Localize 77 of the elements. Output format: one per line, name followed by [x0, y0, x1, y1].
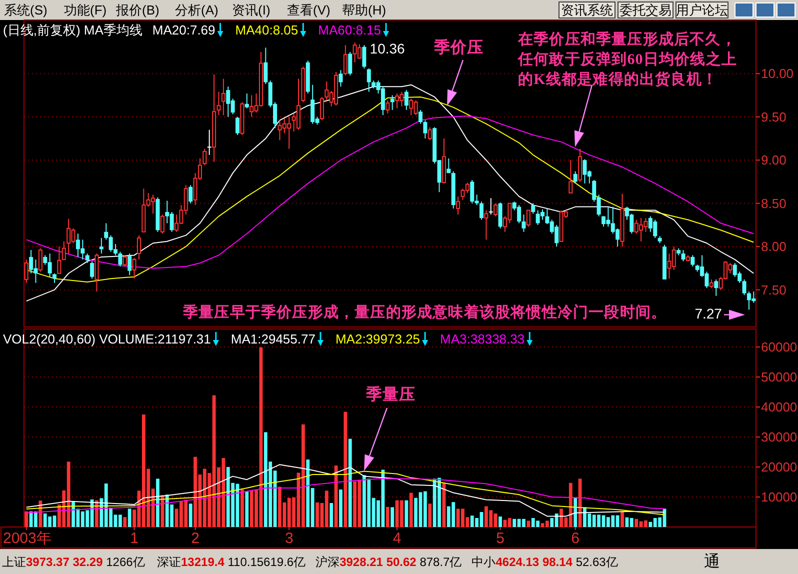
- text: 报价(B): [115, 2, 160, 18]
- bar: [545, 520, 549, 527]
- y-tick-label: 9.50: [761, 109, 786, 124]
- bar: [24, 511, 28, 527]
- bar: [634, 518, 638, 527]
- text: 分析(A): [175, 2, 218, 18]
- bar: [156, 478, 160, 527]
- y-tick-label: 40000: [761, 400, 798, 414]
- x-tick-label: 4: [392, 530, 402, 547]
- text: 沪深3928.21 50.62 878.7亿: [316, 555, 462, 569]
- legend: MA20:7.69 MA40:8.05 MA60:8.15: [152, 22, 390, 38]
- bar: [390, 507, 394, 527]
- text: 系统(S): [4, 2, 48, 18]
- text: 资讯(I): [232, 2, 270, 18]
- y-tick-label: 10.00: [761, 66, 794, 82]
- bar: [620, 511, 624, 527]
- x-tick-label: 1: [130, 530, 138, 547]
- y-tick-label: 20000: [761, 460, 798, 474]
- bar: [324, 490, 328, 527]
- legend: MA1:29455.77 MA2:39973.25 MA3:38338.33: [230, 332, 533, 346]
- bar: [498, 516, 502, 527]
- annotation: 季量压: [365, 386, 416, 404]
- y-tick-label: 60000: [761, 340, 798, 354]
- text: 委托交易: [620, 2, 672, 18]
- bar: [330, 503, 334, 527]
- y-tick-label: 8.00: [761, 239, 786, 254]
- text: 资讯系统: [561, 2, 613, 18]
- annotation: 季价压: [433, 38, 484, 56]
- line-series: [26, 478, 665, 514]
- bar: [128, 508, 132, 527]
- x-tick-label: 2003年: [3, 530, 52, 547]
- annotation: 10.36: [370, 40, 406, 56]
- bar: [574, 498, 578, 527]
- x-tick-label: 3: [284, 530, 294, 547]
- text: 功能(F): [64, 2, 107, 18]
- y-tick-label: 9.00: [761, 152, 786, 168]
- bar: [409, 492, 413, 527]
- bar: [344, 412, 348, 527]
- annotation: 季量压早于季价压形成，量压的形成意味着该股将惯性冷门一段时间。: [182, 303, 667, 321]
- text: 通: [704, 552, 720, 570]
- text: 查看(V): [287, 2, 330, 18]
- bar: [245, 491, 249, 527]
- bar: [123, 517, 127, 527]
- bar: [386, 506, 390, 527]
- text: 上证3973.37 32.29 1266亿: [2, 555, 145, 569]
- bar: [404, 500, 408, 527]
- bar: [348, 438, 352, 527]
- bar: [508, 518, 512, 527]
- bar: [353, 481, 357, 527]
- line-series: [26, 464, 665, 517]
- annotation: 在季价压和季量压形成后不久，任何敢于反弹到60日均价线之上的K线都是难得的出货良机！: [517, 31, 737, 88]
- bar: [568, 482, 572, 527]
- text: 帮助(H): [342, 2, 386, 18]
- bar: [339, 490, 342, 527]
- y-tick-label: 10000: [761, 490, 798, 504]
- bar: [301, 424, 305, 527]
- y-tick-label: 8.50: [761, 196, 786, 211]
- bar: [526, 520, 530, 527]
- bar: [423, 491, 427, 527]
- bar: [188, 504, 192, 527]
- annotation: 7.27: [694, 306, 722, 322]
- x-tick-label: 6: [571, 530, 580, 547]
- bar: [240, 490, 244, 527]
- y-tick-label: 50000: [761, 370, 798, 384]
- y-tick-label: 30000: [761, 430, 798, 444]
- bar: [512, 518, 516, 527]
- bar: [118, 514, 122, 527]
- bar: [38, 500, 42, 527]
- x-tick-label: 5: [496, 530, 504, 547]
- bar: [428, 504, 432, 527]
- bar: [630, 518, 634, 527]
- y-tick-label: 7.50: [761, 282, 786, 298]
- x-tick-label: 2: [191, 530, 200, 547]
- text: 用户论坛: [676, 2, 728, 18]
- bar: [95, 500, 98, 527]
- text: 深证13219.4 110.15619.6亿: [157, 555, 306, 569]
- text: 中小4624.13 98.14 52.63亿: [472, 555, 618, 569]
